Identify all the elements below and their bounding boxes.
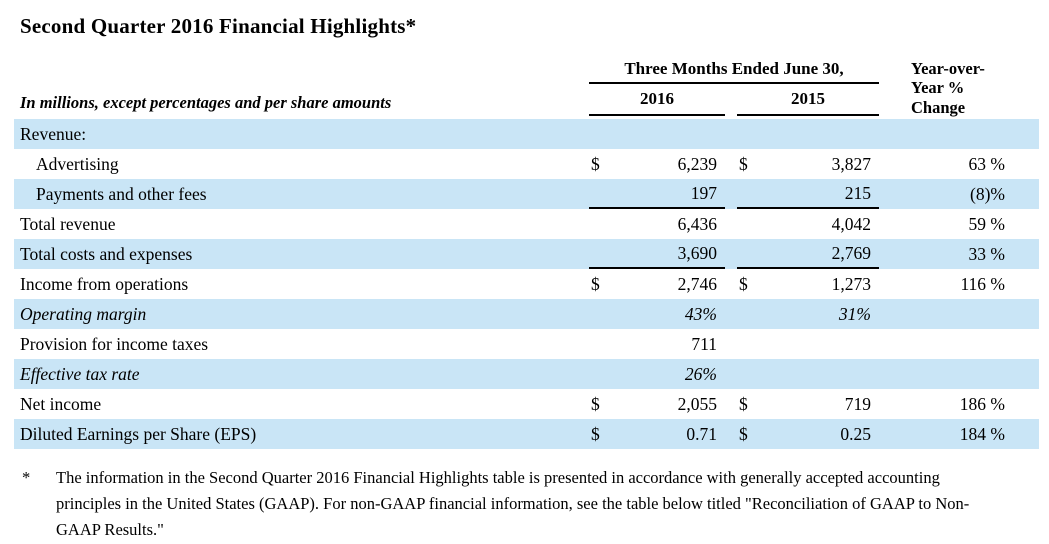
row-label: Total costs and expenses <box>20 243 193 264</box>
page-title: Second Quarter 2016 Financial Highlights… <box>20 14 417 38</box>
dollar-sign-2016: $ <box>591 393 600 414</box>
dollar-sign-2016: $ <box>591 153 600 174</box>
value-2015: $1,273 <box>739 273 871 294</box>
value-2015: 31% <box>838 303 871 324</box>
value-2015 <box>737 329 879 359</box>
column-header-2016: 2016 <box>589 89 725 116</box>
financial-table: In millions, except percentages and per … <box>14 59 1039 450</box>
year-columns: 2016 2015 <box>589 89 879 116</box>
dollar-sign-2015: $ <box>739 423 748 444</box>
yoy-change: (8)% <box>970 183 1005 204</box>
footnote-text: The information in the Second Quarter 20… <box>56 468 970 539</box>
row-label: Operating margin <box>20 303 147 324</box>
row-label: Total revenue <box>20 213 116 234</box>
value-2015: 2,769 <box>737 239 879 270</box>
row-label: Effective tax rate <box>20 363 140 384</box>
value-2015 <box>737 359 879 389</box>
footnote: * The information in the Second Quarter … <box>14 465 1039 542</box>
yoy-change: 63 % <box>968 153 1005 174</box>
table-row: Total costs and expenses 3,690 2,769 33 % <box>14 239 1039 270</box>
value-2015: $719 <box>739 393 871 414</box>
period-header: Three Months Ended June 30, <box>589 59 879 84</box>
table-row: Income from operations $2,746 $1,273 116 % <box>14 269 1039 299</box>
row-label: Revenue: <box>20 123 87 144</box>
yoy-change: 59 % <box>968 213 1005 234</box>
yoy-change: 116 % <box>960 273 1005 294</box>
value-2016: $6,239 <box>591 153 717 174</box>
table-row: Effective tax rate 26% <box>14 359 1039 390</box>
table-row: Advertising $6,239 $3,827 63 % <box>14 149 1039 179</box>
table-row: Operating margin 43% 31% <box>14 299 1039 330</box>
row-label: Advertising <box>36 153 119 174</box>
dollar-sign-2015: $ <box>739 273 748 294</box>
value-2016: $2,746 <box>591 273 717 294</box>
row-label: Provision for income taxes <box>20 333 209 354</box>
row-label: Payments and other fees <box>36 183 207 204</box>
value-2015: 215 <box>737 179 879 210</box>
table-row: Revenue: <box>14 119 1039 150</box>
value-2016: 197 <box>589 179 725 210</box>
row-label: Diluted Earnings per Share (EPS) <box>20 423 257 444</box>
dollar-sign-2015: $ <box>739 393 748 414</box>
footnote-marker: * <box>22 468 31 488</box>
column-gap <box>725 89 737 116</box>
value-2016: 6,436 <box>677 213 717 234</box>
value-2015: $3,827 <box>739 153 871 174</box>
dollar-sign-2015: $ <box>739 153 748 174</box>
value-2016: $2,055 <box>591 393 717 414</box>
yoy-column-header: Year-over- Year % Change <box>911 59 985 117</box>
yoy-change: 33 % <box>968 243 1005 264</box>
row-label: Net income <box>20 393 102 414</box>
dollar-sign-2016: $ <box>591 273 600 294</box>
column-header-2015: 2015 <box>737 89 879 116</box>
table-row: Provision for income taxes 711 <box>14 329 1039 359</box>
value-2016 <box>589 119 725 149</box>
value-2016: 3,690 <box>589 239 725 270</box>
dollar-sign-2016: $ <box>591 423 600 444</box>
yoy-change: 184 % <box>959 423 1005 444</box>
table-row: Total revenue 6,436 4,042 59 % <box>14 209 1039 239</box>
value-2015 <box>737 119 879 149</box>
value-2016: $0.71 <box>591 423 717 444</box>
table-header: In millions, except percentages and per … <box>14 59 1039 117</box>
table-row: Payments and other fees 197 215 (8)% <box>14 179 1039 210</box>
table-row: Diluted Earnings per Share (EPS) $0.71 $0.… <box>14 419 1039 450</box>
value-2016: 26% <box>684 363 717 384</box>
table-row: Net income $2,055 $719 186 % <box>14 389 1039 419</box>
table-body: Revenue: Advertising $6,239 $3,827 63 % Payme… <box>14 119 1039 450</box>
value-2015: 4,042 <box>831 213 871 234</box>
value-2015: $0.25 <box>739 423 871 444</box>
value-2016: 43% <box>684 303 717 324</box>
yoy-change: 186 % <box>959 393 1005 414</box>
period-header-group: Three Months Ended June 30, 2016 2015 <box>589 59 879 116</box>
value-2016: 711 <box>691 333 717 354</box>
row-label: Income from operations <box>20 273 189 294</box>
units-note: In millions, except percentages and per … <box>20 93 392 113</box>
